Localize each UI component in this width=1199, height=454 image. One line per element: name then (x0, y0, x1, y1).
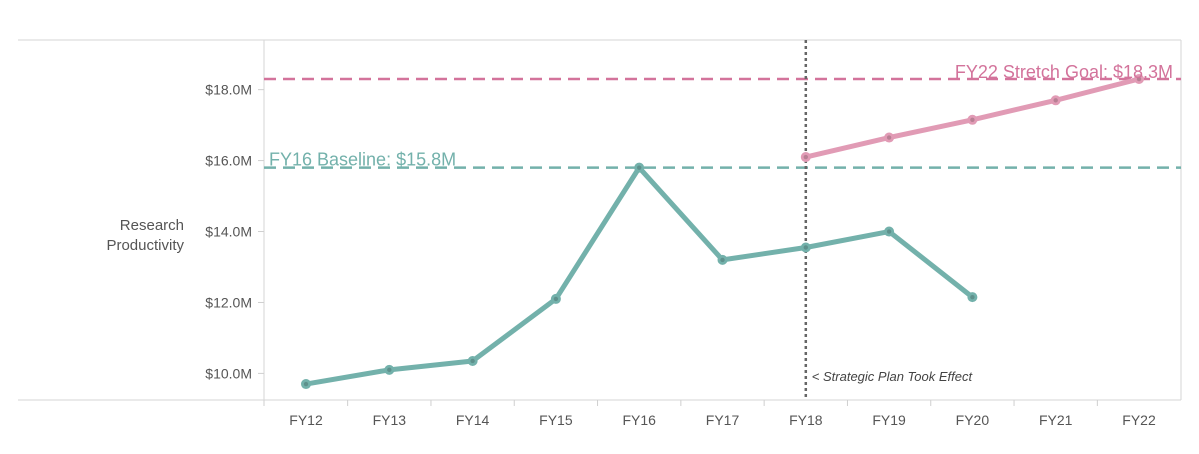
y-tick-label: $18.0M (205, 82, 252, 98)
actual-point-center (553, 296, 559, 302)
y-axis: $10.0M $12.0M $14.0M $16.0M $18.0M Research Pr… (106, 82, 264, 381)
actual-point-fy17 (717, 254, 728, 265)
goal-trajectory-point-center (1136, 76, 1142, 82)
actual-point-fy20 (967, 292, 978, 303)
actual-point-fy16 (634, 162, 645, 173)
goal-trajectory-point-fy18 (800, 152, 811, 163)
actual-point-center (303, 381, 309, 387)
x-tick-label: FY17 (706, 412, 740, 428)
actual-point-center (886, 229, 892, 234)
actual-point-fy13 (384, 364, 395, 375)
goal-trajectory-point-center (1053, 98, 1058, 103)
goal-trajectory-point-center (886, 135, 892, 140)
actual-point-fy18 (800, 242, 811, 253)
y-tick-label: $12.0M (205, 294, 252, 310)
x-tick-label: FY12 (289, 412, 323, 428)
data-series (301, 74, 1144, 390)
chart-frame (18, 39, 1182, 401)
x-tick-label: FY15 (539, 412, 573, 428)
x-axis: FY12 FY13 FY14 FY15 FY16 FY17 FY18 FY19 FY20 FY21… (263, 400, 1156, 428)
actual-series-line (303, 165, 975, 387)
baseline-label: FY16 Baseline: $15.8M (269, 150, 456, 170)
actual-point-fy15 (550, 293, 561, 304)
annotations: FY16 Baseline: $15.8M FY22 Stretch Goal: … (269, 62, 1173, 384)
goal-trajectory-series (800, 74, 1144, 163)
actual-point-fy14 (467, 355, 478, 366)
y-tick-label: $16.0M (205, 153, 252, 169)
actual-point-center (637, 165, 642, 170)
actual-point-fy12 (301, 379, 311, 390)
actual-series (301, 162, 978, 390)
x-tick-label: FY22 (1122, 412, 1156, 428)
actual-point-center (720, 257, 725, 263)
x-tick-label: FY14 (456, 412, 490, 428)
goal-trajectory-point-center (803, 154, 808, 160)
y-axis-title-line: Productivity (106, 237, 184, 254)
x-tick-label: FY13 (373, 412, 407, 428)
x-tick-label: FY18 (789, 412, 823, 428)
y-tick-label: $10.0M (205, 365, 252, 381)
y-axis-title: Research Productivity (106, 217, 184, 254)
actual-point-center (803, 245, 808, 250)
x-tick-label: FY16 (622, 412, 656, 428)
x-tick-label: FY21 (1039, 412, 1073, 428)
actual-point-center (470, 358, 475, 364)
reference-lines (264, 77, 1181, 169)
goal-trajectory-point-fy22 (1134, 74, 1144, 85)
stretch-goal-label: FY22 Stretch Goal: $18.3M (955, 62, 1173, 82)
actual-point-center (387, 367, 392, 373)
y-axis-title-line: Research (120, 217, 184, 234)
strategic-plan-label: < Strategic Plan Took Effect (812, 369, 974, 384)
x-tick-label: FY19 (872, 412, 906, 428)
actual-point-fy19 (884, 226, 895, 237)
actual-point-center (970, 294, 975, 300)
goal-trajectory-point-fy20 (967, 114, 978, 125)
goal-trajectory-point-fy21 (1050, 95, 1061, 106)
goal-trajectory-point-center (970, 117, 975, 123)
y-tick-label: $14.0M (205, 224, 252, 240)
x-tick-label: FY20 (956, 412, 990, 428)
goal-trajectory-point-fy19 (884, 132, 895, 143)
